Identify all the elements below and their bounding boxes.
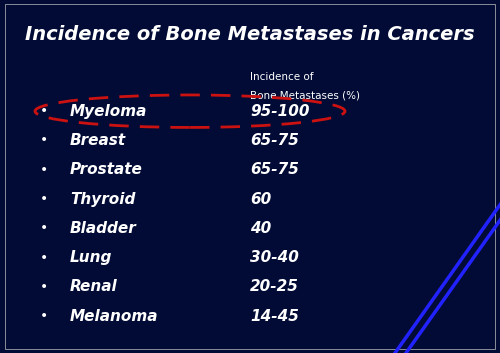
Text: Bladder: Bladder (70, 221, 137, 236)
Text: Lung: Lung (70, 250, 112, 265)
Text: 14-45: 14-45 (250, 309, 299, 324)
Text: Myeloma: Myeloma (70, 104, 148, 119)
Text: •: • (40, 104, 48, 118)
Text: •: • (40, 280, 48, 294)
Text: Melanoma: Melanoma (70, 309, 158, 324)
Text: Incidence of Bone Metastases in Cancers: Incidence of Bone Metastases in Cancers (25, 25, 474, 44)
Text: •: • (40, 163, 48, 177)
Text: 60: 60 (250, 192, 271, 207)
Text: 30-40: 30-40 (250, 250, 299, 265)
Text: •: • (40, 309, 48, 323)
Text: Renal: Renal (70, 280, 118, 294)
Text: 65-75: 65-75 (250, 162, 299, 177)
Text: Incidence of: Incidence of (250, 72, 314, 82)
Text: •: • (40, 192, 48, 206)
Text: •: • (40, 133, 48, 148)
Text: 95-100: 95-100 (250, 104, 310, 119)
Text: •: • (40, 221, 48, 235)
Text: 65-75: 65-75 (250, 133, 299, 148)
Text: Bone Metastases (%): Bone Metastases (%) (250, 90, 360, 100)
Text: 20-25: 20-25 (250, 280, 299, 294)
Text: Thyroid: Thyroid (70, 192, 136, 207)
Text: •: • (40, 251, 48, 265)
Text: Prostate: Prostate (70, 162, 143, 177)
Text: 40: 40 (250, 221, 271, 236)
Text: Breast: Breast (70, 133, 126, 148)
